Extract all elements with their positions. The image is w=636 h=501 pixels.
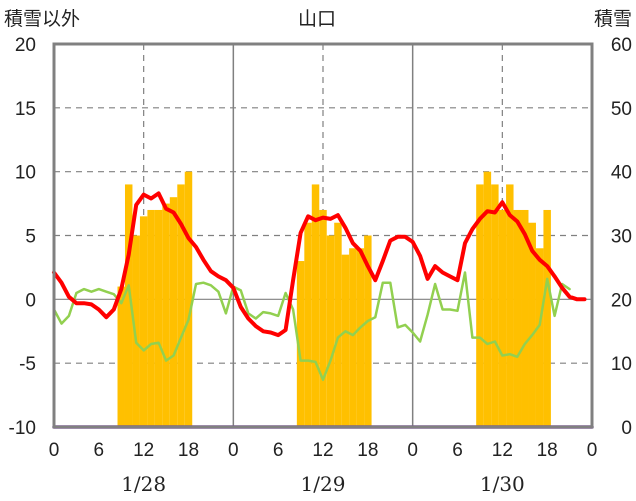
x-tick-label: 12 <box>133 440 154 461</box>
right-tick-label: 50 <box>611 99 632 120</box>
left-tick-label: -5 <box>19 354 36 375</box>
right-tick-label: 30 <box>611 227 632 248</box>
snow-bar <box>364 235 372 427</box>
right-tick-label: 40 <box>611 163 632 184</box>
snow-bar <box>476 184 484 427</box>
chart-title: 山口 <box>298 8 336 30</box>
x-tick-label: 12 <box>492 440 513 461</box>
snow-bar <box>528 222 536 427</box>
snow-bar <box>147 209 155 427</box>
date-label: 1/28 <box>121 472 166 496</box>
left-tick-label: 0 <box>25 290 36 311</box>
x-tick-label: 18 <box>537 440 558 461</box>
snow-bar <box>184 171 193 427</box>
x-tick-label: 18 <box>178 440 199 461</box>
plot-frame <box>52 42 594 429</box>
snow-bar <box>513 209 522 427</box>
snow-bar <box>296 261 305 427</box>
snow-bar <box>543 209 551 427</box>
snow-bar <box>304 222 312 427</box>
right-tick-label: 0 <box>621 418 632 439</box>
snow-bar <box>521 209 529 427</box>
x-tick-label: 12 <box>312 440 333 461</box>
right-tick-label: 10 <box>611 354 632 375</box>
x-tick-label: 0 <box>49 440 60 461</box>
right-tick-label: 20 <box>611 290 632 311</box>
x-tick-label: 6 <box>94 440 105 461</box>
green-series-line <box>52 271 571 382</box>
left-tick-label: 20 <box>15 35 36 56</box>
snow-bar <box>498 209 507 427</box>
snow-bar <box>349 248 357 427</box>
snow-bar <box>341 254 350 427</box>
snow-bar <box>356 248 365 427</box>
right-tick-label: 60 <box>611 35 632 56</box>
date-labels: 1/28 1/29 1/30 <box>121 472 525 496</box>
snow-bar <box>169 197 178 427</box>
snow-bar <box>506 184 514 427</box>
x-tick-label: 18 <box>357 440 378 461</box>
left-tick-label: 5 <box>25 227 36 248</box>
left-tick-label: 15 <box>15 99 36 120</box>
x-tick-label: 0 <box>228 440 239 461</box>
snow-bar <box>177 184 185 427</box>
x-tick-label: 6 <box>452 440 463 461</box>
left-tick-label: -10 <box>9 418 36 439</box>
snow-bar <box>139 216 148 427</box>
snow-bar <box>319 209 327 427</box>
left-axis-ticks: 20 15 10 5 0 -5 -10 <box>9 35 36 439</box>
right-axis-label: 積雪 <box>594 8 632 30</box>
snow-bar <box>162 203 170 427</box>
right-axis-ticks: 60 50 40 30 20 10 0 <box>611 35 632 439</box>
x-tick-label: 0 <box>407 440 418 461</box>
snow-bar <box>535 248 544 427</box>
snow-bar <box>124 184 133 427</box>
red-series-line <box>52 191 587 338</box>
snow-bar <box>132 235 140 427</box>
x-axis-ticks: 0 6 12 18 0 6 12 18 0 6 12 18 0 <box>49 440 598 461</box>
date-label: 1/29 <box>301 472 346 496</box>
snow-bar <box>334 222 342 427</box>
snow-bar <box>117 286 125 427</box>
snow-bar <box>326 235 335 427</box>
date-label: 1/30 <box>480 472 525 496</box>
x-tick-label: 6 <box>273 440 284 461</box>
snow-bar <box>154 209 163 427</box>
left-tick-label: 10 <box>15 163 36 184</box>
snow-bars <box>117 171 551 427</box>
snow-bar <box>491 184 499 427</box>
left-axis-label: 積雪以外 <box>4 8 80 30</box>
snow-bar <box>483 171 492 427</box>
snow-bar <box>311 184 320 427</box>
x-tick-label: 0 <box>587 440 598 461</box>
